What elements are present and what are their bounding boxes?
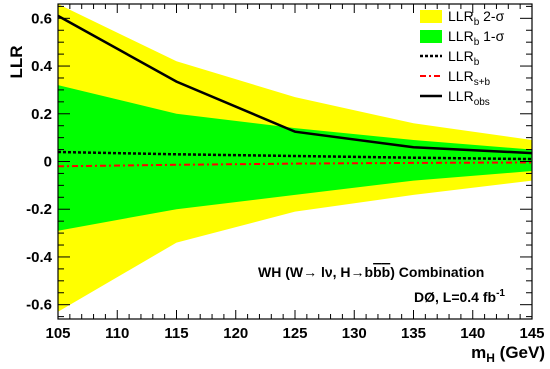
y-tick-label: 0: [44, 154, 52, 171]
y-tick-label: -0.2: [26, 201, 52, 218]
y-tick-label: 0.4: [31, 58, 53, 75]
legend-entry: LLRs+b: [420, 68, 491, 88]
legend-label: LLRb: [448, 48, 480, 68]
legend-label: LLRs+b: [448, 68, 491, 88]
y-tick-label: 0.2: [31, 106, 52, 123]
x-tick-label: 110: [105, 325, 129, 342]
annotation-experiment: DØ, L=0.4 fb-1: [414, 288, 505, 305]
x-tick-label: 140: [460, 325, 485, 342]
band-1-sigma: [58, 85, 532, 231]
legend-label: LLRb 2-σ: [448, 8, 505, 28]
x-tick-label: 135: [401, 325, 426, 342]
legend-swatch: [420, 10, 442, 23]
svg-text:DØ, L=0.4 fb-1: DØ, L=0.4 fb-1: [414, 288, 505, 305]
x-tick-label: 145: [519, 325, 544, 342]
legend-swatch: [420, 30, 442, 43]
annotation-experiment-main: DØ, L=0.4 fb: [414, 289, 496, 305]
line-llr-sb: [57, 161, 533, 168]
legend-entry: LLRb 2-σ: [420, 8, 505, 28]
annotation-bbar-2: b: [382, 264, 391, 280]
x-tick-label: 115: [164, 325, 188, 342]
legend-entry: LLRb: [420, 48, 480, 68]
y-tick-label: -0.4: [26, 249, 53, 266]
x-tick-label: 105: [45, 325, 70, 342]
ticks-layer: 105 110 115 120 125 130 135 140 145 -0.6 -0.4 -0.2 0…: [26, 4, 545, 342]
legend-label: LLRobs: [448, 88, 490, 108]
y-tick-label: 0.6: [31, 10, 52, 27]
legend-entry: LLRobs: [420, 88, 490, 108]
x-axis-title-sub: H: [486, 351, 495, 365]
annotation-process: WH (W→ lν, H→bbb) Combination: [258, 264, 484, 280]
x-axis-title-main: m: [471, 343, 486, 362]
line-llr-obs: [57, 14, 533, 155]
y-tick-label: -0.6: [26, 297, 52, 314]
lines-layer: [57, 14, 533, 168]
svg-text:WH (W→ lν, H→bbb) Combination: WH (W→ lν, H→bbb) Combination: [258, 264, 484, 280]
annotation-process-end: ) Combination: [390, 264, 484, 280]
x-tick-label: 130: [342, 325, 367, 342]
x-tick-label: 125: [282, 325, 307, 342]
legend-entry: LLRb 1-σ: [420, 28, 505, 48]
legend-label: LLRb 1-σ: [448, 28, 505, 48]
y-axis-title: LLR: [7, 45, 26, 78]
annotation-experiment-sup: -1: [496, 288, 505, 299]
annotation-process-main: WH (W→ lν, H→b: [258, 264, 373, 280]
x-axis-title-unit: (GeV): [495, 343, 545, 362]
annotation-bbar-1: b: [373, 264, 382, 280]
line-llr-b: [57, 150, 533, 161]
x-axis-title: mH (GeV): [471, 343, 545, 365]
x-tick-label: 120: [223, 325, 248, 342]
